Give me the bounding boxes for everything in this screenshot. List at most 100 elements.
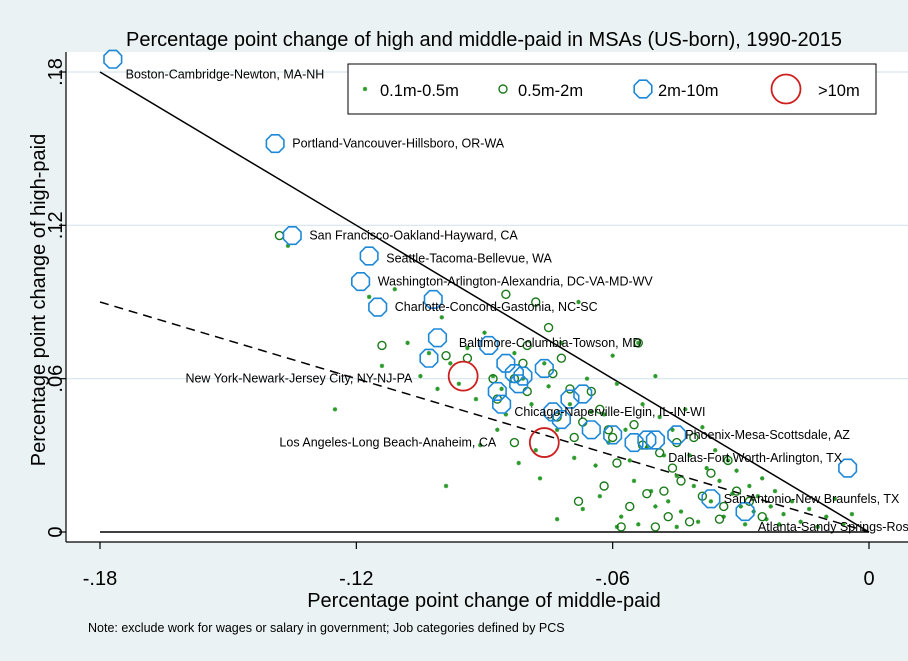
data-point bbox=[559, 340, 564, 346]
data-point bbox=[528, 427, 560, 458]
data-point bbox=[653, 504, 658, 509]
data-point bbox=[443, 483, 449, 489]
point-label: New York-Newark-Jersey City, NY-NJ-PA bbox=[185, 372, 413, 386]
data-point bbox=[704, 465, 709, 471]
data-point bbox=[637, 430, 657, 450]
data-point bbox=[636, 340, 641, 346]
data-point bbox=[636, 522, 641, 527]
data-point bbox=[543, 402, 563, 422]
legend-marker bbox=[633, 79, 653, 99]
data-point bbox=[332, 407, 338, 412]
data-point bbox=[719, 501, 729, 512]
data-point bbox=[534, 358, 554, 379]
data-point bbox=[595, 404, 605, 415]
data-point bbox=[684, 517, 695, 527]
data-point bbox=[423, 289, 443, 310]
chart-title: Percentage point change of high and midd… bbox=[126, 29, 842, 51]
data-point bbox=[645, 430, 666, 450]
legend-label: 2m-10m bbox=[658, 82, 719, 100]
data-point bbox=[777, 522, 782, 527]
data-point bbox=[633, 338, 643, 348]
data-point bbox=[674, 473, 679, 478]
data-point bbox=[482, 330, 487, 335]
data-point bbox=[789, 499, 795, 504]
data-point bbox=[584, 376, 590, 381]
data-point bbox=[723, 455, 733, 466]
data-point bbox=[768, 504, 773, 509]
data-point bbox=[642, 488, 652, 499]
data-point bbox=[676, 476, 686, 486]
data-point bbox=[695, 519, 701, 524]
data-point bbox=[350, 271, 371, 292]
legend-label: >10m bbox=[818, 82, 860, 100]
data-point bbox=[487, 381, 507, 402]
x-tick-label: -.18 bbox=[83, 568, 117, 590]
x-tick-label: -.12 bbox=[339, 568, 373, 590]
data-point bbox=[666, 499, 671, 504]
data-point bbox=[522, 340, 532, 351]
plot-area bbox=[66, 52, 908, 542]
legend: 0.1m-0.5m 0.5m-2m 2m-10m >10m bbox=[347, 63, 877, 115]
data-point bbox=[427, 328, 448, 348]
data-point bbox=[456, 381, 462, 386]
point-labels: Boston-Cambridge-Newton, MA-NH Portland-V… bbox=[126, 68, 908, 534]
point-label: Seattle-Tacoma-Bellevue, WA bbox=[386, 252, 552, 266]
data-point bbox=[465, 345, 470, 351]
data-point bbox=[448, 361, 453, 366]
data-point bbox=[657, 414, 662, 420]
y-ticks: 0 .06 .12 .18 bbox=[45, 58, 67, 537]
data-point bbox=[815, 524, 820, 530]
point-label: San Antonio-New Braunfels, TX bbox=[724, 492, 900, 506]
data-point bbox=[798, 519, 803, 524]
data-point bbox=[838, 458, 858, 478]
data-point bbox=[379, 363, 385, 369]
legend-box bbox=[347, 63, 877, 115]
data-point bbox=[478, 442, 483, 448]
data-point bbox=[580, 506, 585, 512]
reference-lines bbox=[99, 71, 870, 533]
data-point bbox=[565, 384, 575, 394]
data-point bbox=[678, 509, 684, 514]
data-point bbox=[567, 402, 573, 407]
data-point bbox=[572, 455, 577, 461]
data-point bbox=[614, 381, 620, 386]
data-points bbox=[103, 49, 858, 532]
data-point bbox=[265, 134, 285, 154]
data-point bbox=[435, 386, 440, 392]
x-tick-label: 0 bbox=[863, 568, 874, 590]
x-tick-label: -.06 bbox=[595, 568, 629, 590]
data-point bbox=[687, 453, 692, 458]
point-label: Atlanta-Sandy Springs-Roswell, GA bbox=[758, 520, 908, 534]
data-point bbox=[533, 448, 538, 453]
data-point bbox=[501, 289, 511, 300]
data-point bbox=[607, 432, 618, 443]
data-point bbox=[516, 460, 521, 466]
data-point bbox=[531, 297, 541, 307]
data-point bbox=[735, 501, 755, 522]
data-point bbox=[717, 478, 722, 484]
data-point bbox=[616, 522, 626, 532]
data-point bbox=[650, 522, 661, 532]
data-point bbox=[757, 511, 767, 522]
data-point bbox=[627, 458, 632, 463]
data-point bbox=[689, 432, 699, 443]
data-point bbox=[849, 511, 855, 517]
data-point bbox=[573, 496, 584, 507]
y-tick-label: .12 bbox=[45, 211, 67, 239]
chart-note: Note: exclude work for wages or salary i… bbox=[88, 621, 565, 635]
data-point bbox=[439, 315, 444, 320]
data-point bbox=[597, 494, 603, 499]
point-label: Phoenix-Mesa-Scottsdale, AZ bbox=[685, 428, 850, 442]
data-point bbox=[377, 340, 387, 351]
data-point bbox=[529, 402, 534, 407]
data-point bbox=[419, 348, 439, 368]
data-point bbox=[714, 514, 725, 524]
legend-label: 0.5m-2m bbox=[518, 82, 583, 100]
reference-line-solid bbox=[99, 71, 870, 533]
legend-marker bbox=[770, 73, 802, 105]
data-point bbox=[556, 353, 567, 363]
data-point bbox=[612, 458, 622, 468]
data-point bbox=[560, 389, 580, 409]
x-axis-label: Percentage point change of middle-paid bbox=[307, 590, 661, 612]
